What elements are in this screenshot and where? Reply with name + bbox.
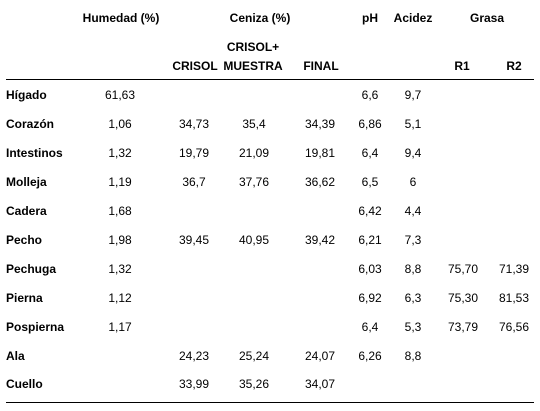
- table-row: Hígado 61,63 6,6 9,7: [0, 88, 540, 106]
- header-rule: [6, 79, 534, 80]
- cell-crisol: 36,7: [182, 175, 206, 189]
- row-label: Intestinos: [6, 146, 63, 160]
- cell-final: 34,07: [304, 377, 336, 391]
- cell-acidez: 6: [409, 175, 417, 189]
- cell-humedad: 61,63: [104, 88, 136, 102]
- cell-humedad: 1,98: [108, 233, 132, 247]
- row-label: Pospierna: [6, 320, 65, 334]
- header-grasa: Grasa: [469, 11, 505, 25]
- cell-grasa-r2: 76,56: [498, 320, 530, 334]
- cell-humedad: 1,19: [108, 175, 132, 189]
- cell-crisol: 33,99: [178, 377, 210, 391]
- cell-final: 36,62: [304, 175, 336, 189]
- cell-acidez: 7,3: [404, 233, 422, 247]
- cell-acidez: 4,4: [404, 204, 422, 218]
- cell-grasa-r1: 75,30: [447, 291, 479, 305]
- cell-grasa-r1: 75,70: [447, 262, 479, 276]
- table-row: Intestinos 1,32 19,79 21,09 19,81 6,4 9,…: [0, 146, 540, 164]
- cell-crisol: 34,73: [178, 117, 210, 131]
- cell-humedad: 1,68: [108, 204, 132, 218]
- subheader-crisol: CRISOL: [172, 59, 218, 73]
- row-label: Pechuga: [6, 262, 57, 276]
- cell-ph: 6,03: [358, 262, 382, 276]
- row-label: Corazón: [6, 117, 54, 131]
- cell-final: 34,39: [304, 117, 336, 131]
- cell-grasa-r2: 81,53: [498, 291, 530, 305]
- cell-ph: 6,5: [361, 175, 379, 189]
- subheader-final: FINAL: [303, 59, 339, 73]
- header-acidez: Acidez: [393, 11, 433, 25]
- table-row: Corazón 1,06 34,73 35,4 34,39 6,86 5,1: [0, 117, 540, 135]
- cell-humedad: 1,32: [108, 262, 132, 276]
- row-label: Hígado: [6, 88, 47, 102]
- cell-humedad: 1,17: [108, 320, 132, 334]
- cell-ph: 6,4: [361, 320, 379, 334]
- table-row: Pierna 1,12 6,92 6,3 75,30 81,53: [0, 291, 540, 309]
- cell-crisol: 39,45: [178, 233, 210, 247]
- row-label: Molleja: [6, 175, 47, 189]
- table-row: Cuello 33,99 35,26 34,07: [0, 377, 540, 395]
- cell-crisol-muestra: 21,09: [238, 146, 270, 160]
- cell-ph: 6,92: [358, 291, 382, 305]
- cell-crisol-muestra: 35,4: [242, 117, 266, 131]
- cell-grasa-r2: 71,39: [498, 262, 530, 276]
- table-row: Pospierna 1,17 6,4 5,3 73,79 76,56: [0, 320, 540, 338]
- cell-ph: 6,6: [361, 88, 379, 102]
- cell-acidez: 5,1: [404, 117, 422, 131]
- cell-acidez: 6,3: [404, 291, 422, 305]
- subheader-r2: R2: [506, 59, 522, 73]
- cell-crisol-muestra: 37,76: [238, 175, 270, 189]
- table-row: Molleja 1,19 36,7 37,76 36,62 6,5 6: [0, 175, 540, 193]
- table-row: Pecho 1,98 39,45 40,95 39,42 6,21 7,3: [0, 233, 540, 251]
- row-label: Ala: [6, 349, 25, 363]
- table-row: Pechuga 1,32 6,03 8,8 75,70 71,39: [0, 262, 540, 280]
- cell-humedad: 1,06: [108, 117, 132, 131]
- cell-acidez: 8,8: [404, 262, 422, 276]
- cell-crisol: 19,79: [178, 146, 210, 160]
- cell-crisol-muestra: 35,26: [238, 377, 270, 391]
- header-ph: pH: [362, 11, 378, 25]
- cell-acidez: 9,4: [404, 146, 422, 160]
- cell-ph: 6,21: [358, 233, 382, 247]
- cell-crisol-muestra: 25,24: [238, 349, 270, 363]
- cell-humedad: 1,32: [108, 146, 132, 160]
- cell-final: 24,07: [304, 349, 336, 363]
- bottom-rule: [6, 402, 534, 403]
- cell-crisol-muestra: 40,95: [238, 233, 270, 247]
- subheader-crisol-muestra-line2: MUESTRA: [223, 59, 283, 73]
- row-label: Pecho: [6, 233, 43, 247]
- cell-ph: 6,26: [358, 349, 382, 363]
- row-label: Cuello: [6, 377, 43, 391]
- table-row: Ala 24,23 25,24 24,07 6,26 8,8: [0, 349, 540, 367]
- cell-acidez: 8,8: [404, 349, 422, 363]
- cell-grasa-r1: 73,79: [447, 320, 479, 334]
- header-ceniza: Ceniza (%): [229, 11, 291, 25]
- cell-final: 39,42: [304, 233, 336, 247]
- subheader-r1: R1: [454, 59, 470, 73]
- row-label: Cadera: [6, 204, 47, 218]
- cell-final: 19,81: [304, 146, 336, 160]
- cell-acidez: 5,3: [404, 320, 422, 334]
- header-humedad: Humedad (%): [82, 11, 160, 25]
- cell-ph: 6,4: [361, 146, 379, 160]
- row-label: Pierna: [6, 291, 43, 305]
- cell-humedad: 1,12: [108, 291, 132, 305]
- cell-ph: 6,86: [358, 117, 382, 131]
- cell-ph: 6,42: [358, 204, 382, 218]
- subheader-crisol-muestra-line1: CRISOL+: [226, 40, 280, 54]
- cell-crisol: 24,23: [178, 349, 210, 363]
- cell-acidez: 9,7: [404, 88, 422, 102]
- table-row: Cadera 1,68 6,42 4,4: [0, 204, 540, 222]
